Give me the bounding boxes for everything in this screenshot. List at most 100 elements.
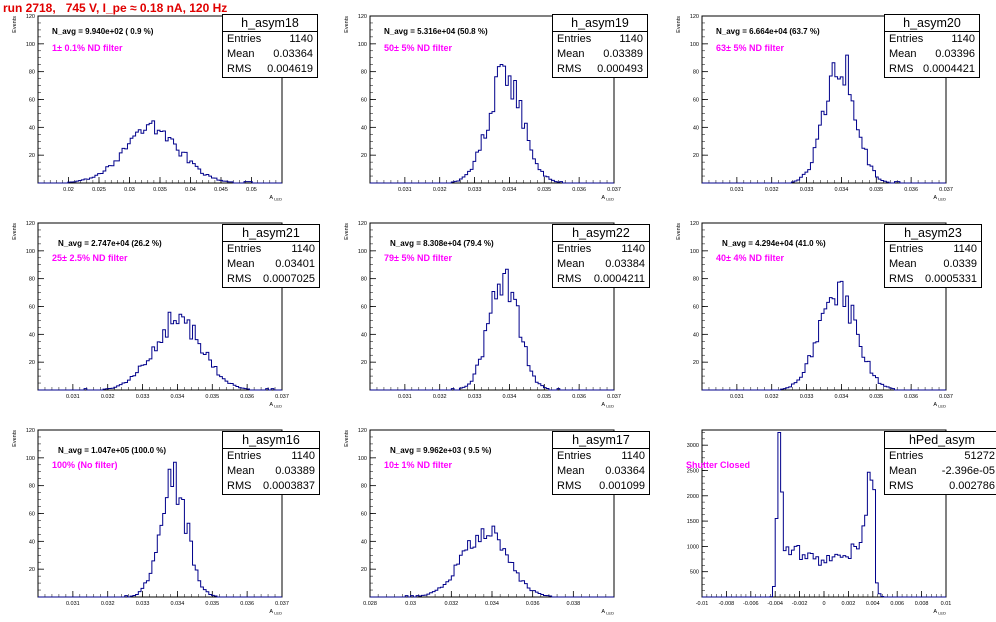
stats-label-mean: Mean xyxy=(557,48,585,60)
y-tick-label: 100 xyxy=(26,456,35,462)
x-tick-label: 0.034 xyxy=(503,187,517,193)
x-tick-label: 0.036 xyxy=(904,187,918,193)
y-tick-label: 20 xyxy=(361,153,367,159)
x-tick-label: 0.032 xyxy=(433,394,447,400)
histogram-panel-h_asym22: 20 40 60 80 100 120 0.031 0.032 0.033 0.034 0.035 0… xyxy=(332,207,664,414)
x-tick-label: 0.032 xyxy=(433,187,447,193)
y-axis-title: Events xyxy=(12,430,18,447)
histogram-svg-h_asym22: 20 40 60 80 100 120 0.031 0.032 0.033 0.034 0.035 0… xyxy=(344,221,621,409)
stats-value-entries: 1140 xyxy=(621,243,645,255)
x-tick-label: 0.034 xyxy=(503,394,517,400)
stats-histogram-name: h_asym22 xyxy=(553,225,649,242)
stats-row-mean: Mean 0.03401 xyxy=(223,257,319,272)
x-axis-subscript: LED xyxy=(605,611,614,616)
x-tick-label: 0.04 xyxy=(185,187,196,193)
x-axis-title: A LED xyxy=(269,195,282,202)
x-tick-label: 0.035 xyxy=(869,394,883,400)
histogram-panel-h_asym18: 20 40 60 80 100 120 0.02 0.025 0.03 0.035 0.04 0.04… xyxy=(0,0,332,207)
y-axis-title: Events xyxy=(12,16,18,33)
stats-value-entries: 1140 xyxy=(621,450,645,462)
x-tick-label: -0.008 xyxy=(719,601,735,607)
x-tick-label: 0.031 xyxy=(730,394,744,400)
y-tick-label: 80 xyxy=(693,70,699,76)
stats-row-mean: Mean 0.03364 xyxy=(223,47,317,62)
histogram-line xyxy=(370,525,614,598)
stats-row-mean: Mean 0.03364 xyxy=(553,464,649,479)
stats-row-entries: Entries 51272 xyxy=(885,449,996,464)
stats-label-mean: Mean xyxy=(227,465,255,477)
x-axis-subscript: LED xyxy=(273,404,282,409)
y-axis-title: Events xyxy=(676,16,682,33)
y-tick-label: 2000 xyxy=(687,494,699,500)
filter-label: Shutter Closed xyxy=(686,460,751,470)
y-tick-label: 20 xyxy=(361,567,367,573)
x-axis-title: A LED xyxy=(601,609,614,616)
y-axis-title: Events xyxy=(344,430,350,447)
stats-histogram-name: h_asym20 xyxy=(885,15,979,32)
stats-label-rms: RMS xyxy=(889,63,914,75)
stats-row-rms: RMS 0.0003837 xyxy=(223,479,319,494)
y-tick-label: 40 xyxy=(361,125,367,131)
stats-label-mean: Mean xyxy=(557,258,585,270)
x-tick-label: 0.036 xyxy=(572,394,586,400)
y-tick-label: 120 xyxy=(26,428,35,434)
x-tick-label: -0.002 xyxy=(792,601,808,607)
stats-box: h_asym16 Entries 1140 Mean 0.03389 RMS 0.00038… xyxy=(222,431,320,495)
stats-histogram-name: h_asym19 xyxy=(553,15,647,32)
y-tick-label: 80 xyxy=(361,70,367,76)
stats-row-mean: Mean 0.0339 xyxy=(885,257,981,272)
histogram-line xyxy=(38,461,282,598)
x-tick-label: 0.002 xyxy=(842,601,856,607)
stats-row-mean: Mean 0.03389 xyxy=(553,47,647,62)
stats-value-entries: 1140 xyxy=(289,33,313,45)
stats-value-rms: 0.0007025 xyxy=(263,273,315,285)
x-tick-label: 0.004 xyxy=(866,601,880,607)
x-tick-label: 0.05 xyxy=(246,187,257,193)
x-tick-label: 0.034 xyxy=(171,394,185,400)
y-tick-label: 120 xyxy=(690,221,699,227)
histogram-panel-h_asym21: 20 40 60 80 100 120 0.031 0.032 0.033 0.034 0.035 0… xyxy=(0,207,332,414)
stats-label-entries: Entries xyxy=(889,450,924,462)
x-tick-label: 0.01 xyxy=(941,601,952,607)
y-tick-label: 100 xyxy=(26,249,35,255)
y-tick-label: 120 xyxy=(26,14,35,20)
histogram-line xyxy=(38,120,282,184)
filter-label: 1± 0.1% ND filter xyxy=(52,43,123,53)
navg-label: N_avg = 4.294e+04 (41.0 %) xyxy=(722,239,826,248)
stats-row-entries: Entries 1140 xyxy=(553,449,649,464)
navg-label: N_avg = 2.747e+04 (26.2 %) xyxy=(58,239,162,248)
y-tick-label: 500 xyxy=(690,570,699,576)
x-tick-label: 0.008 xyxy=(915,601,929,607)
filter-label: 50± 5% ND filter xyxy=(384,43,452,53)
stats-label-mean: Mean xyxy=(889,465,917,477)
stats-value-mean: 0.03389 xyxy=(603,48,643,60)
stats-label-entries: Entries xyxy=(889,243,924,255)
filter-label: 10± 1% ND filter xyxy=(384,460,452,470)
x-tick-label: 0.032 xyxy=(765,187,779,193)
y-tick-label: 2500 xyxy=(687,468,699,474)
stats-label-entries: Entries xyxy=(557,450,592,462)
navg-label: N_avg = 9.940e+02 ( 0.9 %) xyxy=(52,27,154,36)
x-tick-label: 0.037 xyxy=(607,394,621,400)
x-tick-label: 0.033 xyxy=(800,394,814,400)
y-tick-label: 80 xyxy=(29,277,35,283)
filter-label: 25± 2.5% ND filter xyxy=(52,253,128,263)
stats-box: h_asym21 Entries 1140 Mean 0.03401 RMS 0.00070… xyxy=(222,224,320,288)
stats-row-entries: Entries 1140 xyxy=(553,242,649,257)
x-tick-label: 0.036 xyxy=(904,394,918,400)
stats-label-rms: RMS xyxy=(557,480,582,492)
stats-row-rms: RMS 0.0004211 xyxy=(553,272,649,287)
stats-histogram-name: h_asym17 xyxy=(553,432,649,449)
stats-row-mean: Mean 0.03396 xyxy=(885,47,979,62)
stats-value-mean: 0.03396 xyxy=(935,48,975,60)
x-axis-title: A LED xyxy=(601,402,614,409)
stats-value-entries: 1140 xyxy=(619,33,643,45)
x-tick-label: 0.033 xyxy=(468,187,482,193)
stats-label-rms: RMS xyxy=(557,63,582,75)
x-tick-label: 0.037 xyxy=(939,187,953,193)
x-tick-label: 0.033 xyxy=(136,601,150,607)
stats-label-mean: Mean xyxy=(227,258,255,270)
histogram-panel-h_asym20: 20 40 60 80 100 120 0.031 0.032 0.033 0.034 0.035 0… xyxy=(664,0,996,207)
x-tick-label: 0.031 xyxy=(730,187,744,193)
stats-label-rms: RMS xyxy=(227,63,252,75)
